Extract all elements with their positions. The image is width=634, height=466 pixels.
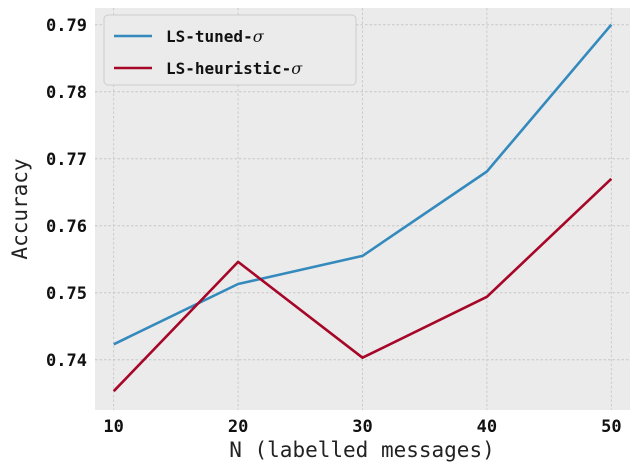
y-tick-label: 0.76 [46, 217, 87, 237]
x-tick-labels: 10 20 30 40 50 [103, 417, 621, 437]
x-tick-label: 10 [103, 417, 123, 437]
legend-box [103, 14, 357, 86]
series-lines [112, 23, 613, 393]
y-tick-label: 0.77 [46, 150, 87, 170]
x-tick-label: 20 [228, 417, 248, 437]
legend-label-ls-heuristic: LS-heuristic-σ [166, 59, 303, 78]
y-axis-label: Accuracy [8, 158, 32, 259]
y-tick-label: 0.79 [46, 16, 87, 36]
legend: LS-tuned-σ LS-heuristic-σ [103, 14, 357, 86]
x-tick-label: 30 [352, 417, 372, 437]
x-tick-label: 40 [477, 417, 497, 437]
y-tick-label: 0.74 [46, 351, 87, 371]
y-tick-label: 0.78 [46, 83, 87, 103]
x-tick-label: 50 [601, 417, 621, 437]
x-axis-label: N (labelled messages) [229, 438, 495, 462]
legend-label-ls-tuned: LS-tuned-σ [166, 27, 265, 46]
y-tick-label: 0.75 [46, 284, 87, 304]
y-tick-labels: 0.74 0.75 0.76 0.77 0.78 0.79 [46, 16, 87, 371]
